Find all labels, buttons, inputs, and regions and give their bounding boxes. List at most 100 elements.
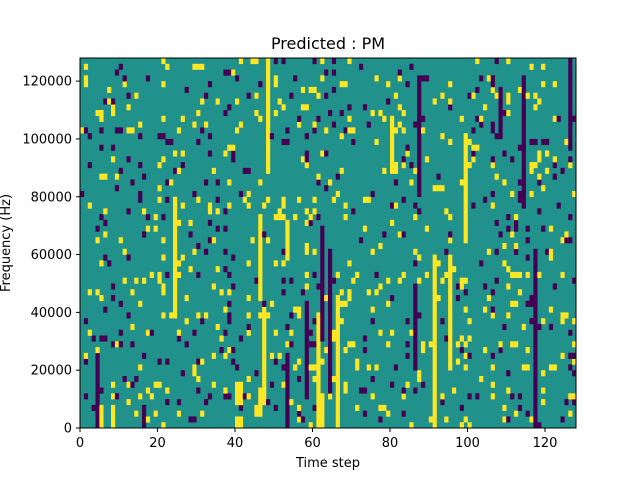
heatmap-cell-high <box>452 266 457 273</box>
heatmap-cell-low <box>304 306 309 313</box>
x-tick-label: 60 <box>304 436 321 451</box>
heatmap-cell-high <box>405 150 410 157</box>
heatmap-cell-high <box>145 225 151 232</box>
heatmap-cell-high <box>196 375 201 383</box>
heatmap-cell-low <box>533 248 538 255</box>
heatmap-cell-low <box>521 86 526 93</box>
heatmap-cell-high <box>192 370 197 377</box>
heatmap-cell-low <box>328 358 333 365</box>
heatmap-cell-high <box>246 295 251 302</box>
heatmap-cell-low <box>494 219 499 226</box>
heatmap-cell-high <box>316 318 321 325</box>
heatmap-cell-high <box>238 393 244 400</box>
heatmap-cell-high <box>122 277 127 284</box>
heatmap-cell-high <box>432 422 437 429</box>
heatmap-cell-high <box>111 410 116 417</box>
heatmap-cell-high <box>335 306 340 313</box>
heatmap-cell-high <box>335 271 340 278</box>
heatmap-cell-high <box>386 277 391 284</box>
heatmap-cell-high <box>231 144 236 151</box>
heatmap-cell-low <box>417 98 422 105</box>
heatmap-cell-high <box>238 58 244 65</box>
heatmap-cell-high <box>246 329 251 336</box>
heatmap-cell-high <box>266 237 271 244</box>
heatmap-cell-low <box>568 75 573 82</box>
heatmap-cell-high <box>145 387 151 394</box>
heatmap-cell-high <box>111 104 116 111</box>
heatmap-cell-high <box>463 237 468 244</box>
heatmap-cell-high <box>165 387 170 394</box>
heatmap-cell-low <box>417 208 422 215</box>
heatmap-cell-high <box>297 196 302 203</box>
heatmap-cell-high <box>258 219 263 226</box>
heatmap-cell-low <box>537 208 542 215</box>
heatmap-cell-low <box>417 110 422 117</box>
heatmap-cell-high <box>413 167 418 174</box>
heatmap-cell-high <box>397 121 402 128</box>
heatmap-cell-low <box>498 127 503 134</box>
heatmap-cell-high <box>293 214 298 221</box>
heatmap-cell-high <box>266 63 271 70</box>
heatmap-cell-low <box>533 306 538 313</box>
heatmap-cell-high <box>169 179 174 186</box>
heatmap-cell-low <box>370 375 375 383</box>
heatmap-cell-high <box>266 81 271 88</box>
heatmap-cell-high <box>180 115 185 122</box>
heatmap-cell-low <box>331 86 337 93</box>
heatmap-cell-high <box>130 289 135 296</box>
heatmap-cell-high <box>161 81 166 88</box>
heatmap-cell-low <box>99 144 104 151</box>
heatmap-cell-high <box>258 393 263 400</box>
heatmap-cell-high <box>440 185 445 192</box>
heatmap-cell-high <box>246 375 251 383</box>
heatmap-cell-low <box>552 162 557 169</box>
heatmap-cell-high <box>448 335 453 342</box>
heatmap-cell-high <box>506 110 511 117</box>
heatmap-cell-high <box>173 260 178 267</box>
heatmap-cell-low <box>417 144 422 151</box>
heatmap-cell-low <box>328 254 333 261</box>
heatmap-cell-high <box>316 173 321 180</box>
heatmap-cell-high <box>254 110 259 117</box>
heatmap-cell-low <box>161 214 166 221</box>
heatmap-cell-high <box>390 138 395 146</box>
heatmap-cell-low <box>180 162 185 169</box>
heatmap-cell-low <box>525 225 530 232</box>
heatmap-cell-high <box>99 416 104 423</box>
heatmap-cell-high <box>533 162 538 169</box>
heatmap-cell-low <box>475 86 480 93</box>
heatmap-cell-low <box>223 110 228 117</box>
heatmap-cell-low <box>568 81 573 88</box>
heatmap-cell-high <box>529 63 534 70</box>
heatmap-cell-high <box>266 167 271 174</box>
x-tick-label: 120 <box>533 436 558 451</box>
heatmap-cell-high <box>324 295 329 302</box>
heatmap-cell-low <box>417 190 422 198</box>
heatmap-cell-low <box>490 352 495 359</box>
heatmap-cell-high <box>448 318 453 325</box>
heatmap-cell-low <box>103 254 108 261</box>
heatmap-cell-high <box>281 202 286 209</box>
heatmap-cell-high <box>173 214 178 221</box>
heatmap-cell-low <box>269 133 275 140</box>
heatmap-cell-low <box>471 150 476 157</box>
heatmap-cell-low <box>413 358 418 365</box>
x-axis: 0 20 40 60 80 100 120 <box>76 428 558 451</box>
heatmap-cell-low <box>304 364 309 371</box>
heatmap-cell-high <box>409 329 414 336</box>
heatmap-cell-high <box>308 86 313 93</box>
heatmap-cell-high <box>300 156 306 163</box>
heatmap-cell-low <box>227 104 232 111</box>
heatmap-cell-high <box>266 162 271 169</box>
heatmap-cell-high <box>312 364 317 371</box>
x-axis-label: Time step <box>295 456 360 471</box>
heatmap-cell-low <box>440 318 445 325</box>
heatmap-cell-low <box>506 370 511 377</box>
heatmap-cell-high <box>196 312 201 319</box>
heatmap-cell-low <box>362 387 368 394</box>
y-axis-label: Frequency (Hz) <box>0 194 14 292</box>
x-tick-label: 100 <box>455 436 480 451</box>
heatmap-cell-high <box>467 318 472 325</box>
heatmap-cell-low <box>173 167 178 174</box>
heatmap-cell-low <box>285 387 290 394</box>
